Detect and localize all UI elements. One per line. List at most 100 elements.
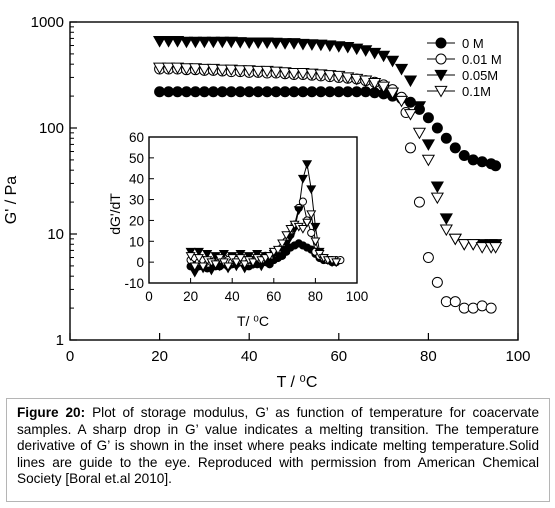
main-series-0-point: [467, 154, 479, 166]
main-series-2-point: [287, 38, 301, 50]
main-series-2-point: [323, 40, 337, 52]
inset-y-tick-label: 0: [136, 255, 144, 270]
main-x-tick-label: 0: [66, 348, 74, 365]
inset-y-tick-label: 40: [129, 172, 144, 187]
main-series-3-point: [350, 73, 364, 86]
main-series-2-point: [439, 213, 453, 225]
main-series-2-point: [314, 39, 328, 52]
main-series-0-point: [476, 156, 488, 168]
inset-x-tick-label: 80: [308, 289, 323, 304]
main-series-3-point: [233, 65, 247, 77]
main-series-2-point: [224, 36, 238, 49]
main-series-3-point: [278, 67, 292, 79]
inset-y-tick-label: 50: [129, 151, 144, 166]
main-series-3-point: [224, 64, 238, 77]
inset-y-tick-label: 30: [129, 193, 144, 208]
inset-series-3-point: [231, 258, 242, 268]
legend-label: 0 M: [462, 36, 484, 51]
main-series-2-point: [206, 36, 220, 49]
main-series-0-point: [431, 122, 443, 134]
main-y-tick-label: 100: [39, 120, 64, 137]
main-series-3-point: [323, 70, 337, 82]
main-series-3-point: [206, 63, 220, 76]
inset-series-3-point: [285, 224, 296, 234]
main-series-3-point: [188, 63, 203, 75]
main-series-1-point: [404, 142, 416, 154]
inset-series-3-point: [218, 258, 229, 268]
main-series-1-point: [449, 296, 461, 308]
main-series-0-point: [490, 160, 502, 172]
inset-series-2-point: [310, 222, 321, 232]
inset-series-2-point: [252, 249, 263, 259]
main-series-0-point: [458, 150, 470, 162]
main-series-3-point: [385, 87, 400, 100]
main-series-3-point: [341, 72, 355, 84]
main-y-tick-label: 1000: [31, 14, 64, 31]
main-plot-frame: [69, 21, 519, 341]
inset-series-3-point: [314, 249, 325, 259]
main-series-1-point: [413, 196, 425, 208]
main-series-2-point: [421, 139, 436, 151]
main-series-3-point: [161, 62, 176, 75]
main-series-2-point: [430, 181, 444, 194]
main-series-3-point: [412, 127, 427, 140]
main-y-axis-label: G' / Pa: [3, 176, 20, 225]
inset-series-2-point: [235, 249, 246, 259]
main-y-tick-label: 10: [47, 226, 64, 243]
main-series-2-point: [215, 36, 229, 49]
inset-series-3-point: [193, 254, 204, 263]
main-series-1-point: [431, 276, 443, 288]
main-series-3-point: [394, 95, 409, 108]
inset-series-3-point: [210, 260, 221, 270]
inset-series-2-point: [206, 266, 217, 276]
main-series-2-point: [403, 75, 418, 88]
inset-series-3-point: [331, 258, 342, 268]
main-series-2-point: [269, 37, 283, 50]
main-series-1-point: [476, 300, 488, 312]
main-series-2-point: [161, 36, 176, 48]
main-series-3-point: [152, 62, 167, 75]
inset-series-3-point: [310, 237, 321, 247]
main-series-2-point: [251, 37, 265, 50]
inset-series-2-point: [202, 249, 213, 259]
main-series-3-point: [457, 239, 471, 251]
legend-marker: [434, 85, 448, 98]
main-series-2-point: [412, 101, 427, 113]
inset-series-3-point: [227, 254, 238, 263]
inset-series-2-point: [302, 160, 313, 170]
main-series-0-point: [422, 112, 434, 124]
legend-label: 0.01 M: [462, 52, 502, 67]
main-series-2-point: [332, 41, 346, 53]
main-series-2-point: [350, 43, 364, 56]
main-series-3-point: [296, 67, 310, 80]
inset-series-3-point: [247, 258, 259, 268]
caption-label: Figure 20:: [17, 405, 86, 420]
main-series-0-point: [440, 132, 452, 144]
main-x-tick-label: 100: [505, 348, 530, 365]
legend-marker: [435, 37, 447, 49]
main-series-3-point: [215, 64, 229, 77]
inset-y-axis-label: dG'/dT: [107, 193, 123, 235]
inset-x-axis-label: T/ ⁰C: [237, 313, 269, 329]
inset-series-3-point: [297, 224, 308, 234]
inset-series-2-point: [243, 252, 254, 261]
main-series-3-point: [403, 109, 418, 121]
main-series-3-point: [376, 81, 391, 94]
main-series-2-point: [233, 37, 247, 49]
inset-x-tick-label: 40: [225, 289, 240, 304]
inset-series-3-point: [281, 231, 292, 240]
main-y-tick-label: 1: [56, 332, 64, 349]
main-x-tick-label: 20: [151, 348, 168, 365]
inset-series-3-point: [264, 252, 275, 261]
main-series-3-point: [314, 69, 328, 81]
inset-series-3-point: [185, 252, 196, 261]
inset-series-3-point: [302, 218, 313, 228]
inset-series-3-point: [223, 262, 234, 272]
inset-series-3-point: [239, 260, 250, 270]
inset-series-2-point: [218, 249, 229, 259]
main-series-3-point: [421, 154, 436, 167]
main-series-2-point: [305, 39, 319, 51]
inset-series-2-point: [193, 247, 204, 257]
main-series-3-point: [332, 70, 346, 83]
main-series-3-point: [260, 65, 274, 78]
